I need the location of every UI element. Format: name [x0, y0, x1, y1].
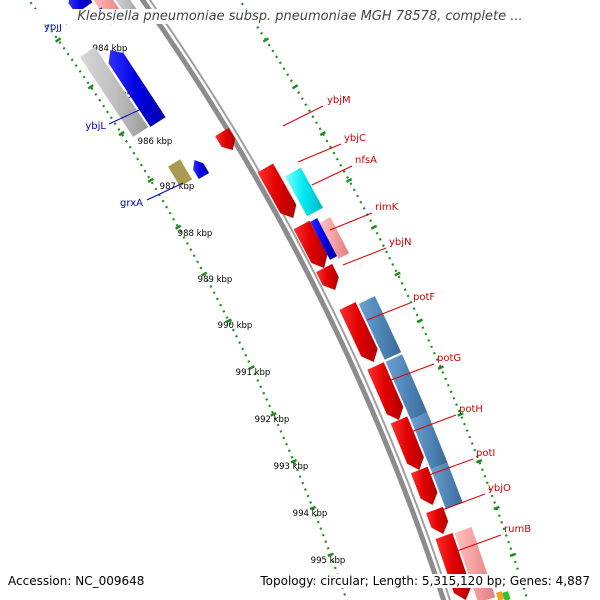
gene-label-ybjL: ybjL [85, 121, 106, 132]
gene-label-ybjO: ybjO [488, 483, 511, 494]
kbp-label: 986 kbp [138, 137, 173, 147]
major-tick [225, 318, 232, 324]
major-tick [174, 224, 182, 230]
gene-label-rimK: rimK [375, 202, 399, 213]
gene-rimK-blue [310, 218, 338, 260]
kbp-label: 984 kbp [93, 44, 128, 54]
major-tick [327, 552, 334, 558]
genome-backbone [139, 0, 451, 600]
gene-ybjN-cds [316, 263, 339, 290]
leader-line [108, 103, 153, 125]
major-tick [309, 505, 317, 511]
gene-potF-region [358, 296, 402, 360]
gene-grxA-gene [168, 159, 193, 187]
gene-grxA-cds [193, 160, 210, 180]
kbp-label: 995 kbp [311, 556, 346, 566]
major-tick [437, 365, 445, 370]
major-tick [416, 318, 424, 324]
backbone-line [139, 0, 447, 600]
gene-potF-cds [339, 302, 378, 362]
kbp-label: 988 kbp [178, 229, 213, 239]
major-tick [54, 37, 62, 43]
leader-line [297, 143, 342, 163]
leader-line [456, 534, 502, 552]
major-tick [394, 271, 401, 277]
kbp-label: 994 kbp [293, 509, 328, 519]
gene-label-ybjJ: ybjJ [44, 22, 62, 33]
gene-potH-cds [390, 416, 424, 470]
gene-rimK-pink [319, 217, 350, 259]
topology-text: Topology: circular; Length: 5,315,120 bp… [260, 574, 590, 588]
gene-label-nfsA: nfsA [355, 155, 377, 166]
leader-line [428, 458, 474, 476]
gene-nfsA-cds [285, 167, 323, 217]
major-tick [290, 458, 297, 464]
major-tick [270, 412, 277, 417]
gene-label-potI: potI [476, 448, 495, 459]
kbp-label: 990 kbp [218, 321, 253, 331]
gene-label-ybjN: ybjN [389, 237, 412, 248]
gene-rimK-cds [293, 220, 328, 268]
gene-label-ybjC: ybjC [344, 133, 366, 144]
gene-potI-region [430, 462, 463, 510]
kbp-label: 992 kbp [255, 415, 290, 425]
leader-line [342, 247, 387, 266]
major-tick [200, 271, 208, 277]
major-tick [370, 224, 378, 230]
leader-line [390, 363, 435, 381]
backbone-line-outer [148, 0, 451, 600]
gene-label-grxA: grxA [120, 198, 143, 209]
gene-edge-green [502, 591, 511, 600]
gene-ybjO-cds [426, 506, 449, 534]
gene-label-ybjM: ybjM [327, 95, 351, 106]
gene-potG-cds [367, 362, 404, 420]
gene-ybjL-cds [108, 50, 166, 127]
gene-ybjL-gene [80, 46, 149, 137]
outer-tick-ring [238, 0, 529, 600]
map-title: Klebsiella pneumoniae subsp. pneumoniae … [0, 9, 600, 24]
major-tick [457, 412, 464, 417]
leader-line [282, 105, 324, 127]
leader-line [410, 414, 457, 433]
kbp-label: 987 kbp [160, 182, 195, 192]
leader-line [146, 182, 184, 201]
kbp-label: 993 kbp [274, 462, 309, 472]
leader-line [366, 302, 411, 321]
major-tick [475, 458, 483, 464]
major-tick [118, 130, 125, 137]
major-tick [345, 177, 353, 183]
gene-label-potF: potF [413, 292, 435, 303]
gene-edge-orange [495, 591, 505, 600]
accession-text: Accession: NC_009648 [8, 574, 145, 588]
major-tick [87, 84, 94, 90]
gene-features-layer [68, 0, 511, 600]
leader-line [441, 493, 486, 511]
leader-line [311, 165, 353, 186]
gene-potI-cds [410, 466, 438, 505]
gene-label-layer: ybjM ybjC nfsA rimK ybjN potF potG potH potI ybjO… [44, 7, 531, 552]
major-tick [291, 84, 299, 90]
major-tick [248, 365, 255, 371]
gene-potH-region [410, 412, 448, 470]
gene-ybjC-cds [257, 163, 297, 218]
gene-label-potH: potH [459, 404, 483, 415]
gene-label-rumB: rumB [504, 524, 531, 535]
gene-ybjM-cds [215, 127, 236, 150]
kbp-label: 991 kbp [236, 368, 271, 378]
major-tick [262, 37, 270, 43]
gene-label-potG: potG [437, 353, 461, 364]
major-tick [319, 131, 327, 137]
leader-line [329, 212, 373, 231]
kbp-label: 989 kbp [198, 275, 233, 285]
gene-potG-region [385, 354, 428, 420]
major-tick [493, 505, 500, 511]
major-tick [509, 552, 517, 557]
major-tick [147, 177, 154, 184]
